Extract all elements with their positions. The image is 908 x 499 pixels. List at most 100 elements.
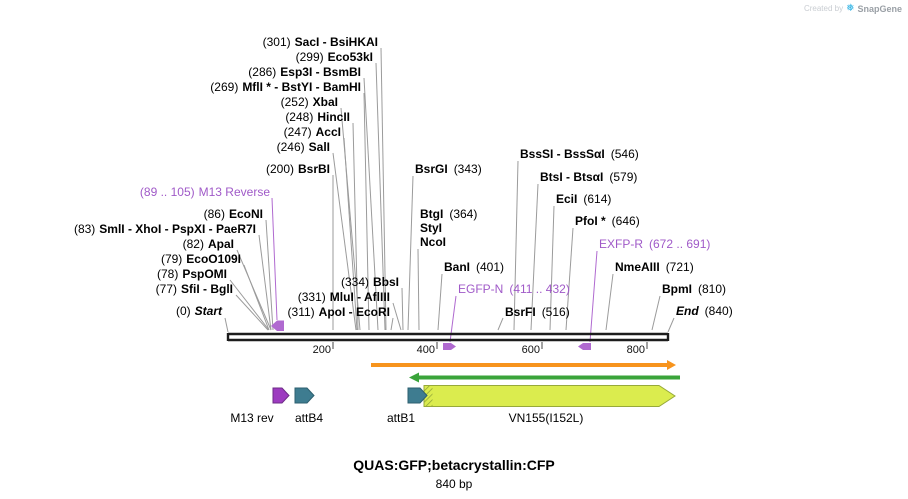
m13-reverse-primer-marker[interactable] <box>271 320 284 332</box>
egfp-n-primer-marker[interactable] <box>443 343 456 350</box>
callout-sfii <box>235 294 269 331</box>
site-name: Eco53kI <box>327 50 373 64</box>
site-label-ecii[interactable]: EciI (614) <box>556 192 611 206</box>
primer-pos: (89 .. 105) <box>139 185 195 199</box>
site-label-btgi[interactable]: BtgI (364) <box>420 207 477 221</box>
vn155-truncation-hatch <box>424 386 433 406</box>
site-name: BtgI <box>420 207 444 221</box>
site-name: NcoI <box>420 235 447 249</box>
site-pos: (516) <box>541 305 570 319</box>
primer-name: EXFP-R <box>599 237 644 251</box>
site-label-bsrbi[interactable]: (200) BsrBI <box>266 162 330 176</box>
callout-btgi-styi-ncoi <box>417 248 420 331</box>
site-label-bsssi[interactable]: BssSI - BssSαI (546) <box>520 147 639 161</box>
site-label-mfli-bstyi-bamhi[interactable]: (269) MflI * - BstYI - BamHI <box>210 80 361 94</box>
callout-smli <box>258 234 272 331</box>
primer-label-m13-reverse[interactable]: (89 .. 105) M13 Reverse <box>140 185 270 199</box>
exfp-r-primer-marker[interactable] <box>578 343 591 350</box>
primer-label-exfp-r[interactable]: EXFP-R (672 .. 691) <box>599 237 710 251</box>
site-name: MflI * - BstYI - BamHI <box>242 80 361 94</box>
site-label-apoi-ecori[interactable]: (311) ApoI - EcoRI <box>288 305 390 319</box>
site-label-bbsi[interactable]: (334) BbsI <box>341 275 399 289</box>
site-label-smli-xhoi-pspxi-paer7i[interactable]: (83) SmlI - XhoI - PspXI - PaeR7I <box>74 222 256 236</box>
callout-acci <box>343 137 358 331</box>
site-name: MluI - AflIII <box>329 290 390 304</box>
site-label-styi[interactable]: StyI <box>420 221 442 235</box>
site-label-ncoi[interactable]: NcoI <box>420 235 446 249</box>
map-end-label: End (840) <box>676 304 733 318</box>
site-pos: (286) <box>248 65 277 79</box>
site-pos: (401) <box>476 260 505 274</box>
callout-esp3i <box>363 77 379 331</box>
callout-m13-reverse <box>271 197 278 321</box>
m13-rev-arrow[interactable] <box>272 387 290 404</box>
end-name: End <box>676 304 699 318</box>
site-label-mlui-afliii[interactable]: (331) MluI - AflIII <box>298 290 390 304</box>
site-pos: (810) <box>698 282 727 296</box>
site-label-acci[interactable]: (247) AccI <box>284 125 341 139</box>
primer-pos: (672 .. 691) <box>649 237 711 251</box>
site-name: EciI <box>556 192 578 206</box>
site-label-ecoo109i[interactable]: (79) EcoO109I <box>161 252 241 266</box>
site-name: SmlI - XhoI - PspXI - PaeR7I <box>99 222 256 236</box>
orange-span-arrow[interactable] <box>371 360 676 370</box>
start-name: Start <box>194 304 222 318</box>
callout-bpmi <box>651 295 661 331</box>
site-label-bani[interactable]: BanI (401) <box>444 260 504 274</box>
feature-label-attb1[interactable]: attB1 <box>386 411 416 425</box>
green-span-arrow[interactable] <box>409 372 680 383</box>
start-pos: (0) <box>175 304 191 318</box>
primer-pos: (411 .. 432) <box>509 282 570 296</box>
site-name: AccI <box>315 125 341 139</box>
site-pos: (299) <box>295 50 324 64</box>
feature-arrows <box>272 385 676 407</box>
site-pos: (83) <box>73 222 96 236</box>
site-label-eco53ki[interactable]: (299) Eco53kI <box>296 50 373 64</box>
site-label-sali[interactable]: (246) SalI <box>277 140 330 154</box>
site-pos: (614) <box>583 192 612 206</box>
site-label-nmeaiii[interactable]: NmeAIII (721) <box>615 260 694 274</box>
ruler-label-200: 200 <box>312 344 331 356</box>
site-label-pfoi[interactable]: PfoI * (646) <box>575 214 640 228</box>
site-label-xbai[interactable]: (252) XbaI <box>281 95 338 109</box>
site-name: BtsI - BtsαI <box>540 170 604 184</box>
site-pos: (269) <box>210 80 239 94</box>
attb1-arrow[interactable] <box>407 387 428 404</box>
feature-label-vn155[interactable]: VN155(I152L) <box>508 411 584 425</box>
callout-bsssi <box>513 160 519 331</box>
site-name: Esp3I - BsmBI <box>280 65 361 79</box>
site-label-bsrfi[interactable]: BsrFI (516) <box>505 305 570 319</box>
snapgene-logo-icon: ❅ <box>846 3 855 14</box>
site-label-btsi[interactable]: BtsI - BtsαI (579) <box>540 170 637 184</box>
feature-label-m13-rev[interactable]: M13 rev <box>230 411 274 425</box>
site-pos: (86) <box>203 207 225 221</box>
vn155-cds-arrow[interactable] <box>423 385 676 407</box>
feature-label-attb4[interactable]: attB4 <box>294 411 324 425</box>
callout-eco53ki <box>375 62 386 331</box>
site-name: EcoNI <box>228 207 263 221</box>
site-label-bsrgi[interactable]: BsrGI (343) <box>415 162 482 176</box>
site-name: SfiI - BglI <box>181 282 233 296</box>
site-label-esp3i-bsmbi[interactable]: (286) Esp3I - BsmBI <box>248 65 361 79</box>
callout-end <box>667 317 675 333</box>
site-label-hincii[interactable]: (248) HincII <box>285 110 350 124</box>
attb4-arrow[interactable] <box>294 387 315 404</box>
ruler-ticks <box>332 342 648 349</box>
site-label-saci-bsihkai[interactable]: (301) SacI - BsiHKAI <box>263 35 378 49</box>
primer-label-egfp-n[interactable]: EGFP-N (411 .. 432) <box>458 282 570 296</box>
footer: QUAS:GFP;betacrystallin:CFP 840 bp <box>0 457 908 491</box>
site-name: StyI <box>420 221 443 235</box>
watermark-created-by: Created by <box>803 4 844 13</box>
callout-saci <box>380 47 387 331</box>
callout-pspomi <box>229 279 270 331</box>
site-name: SalI <box>308 140 330 154</box>
site-label-sfii-bgli[interactable]: (77) SfiI - BglI <box>156 282 233 296</box>
site-label-econi[interactable]: (86) EcoNI <box>204 207 263 221</box>
site-pos: (79) <box>160 252 183 266</box>
site-label-pspomi[interactable]: (78) PspOMI <box>157 267 227 281</box>
site-label-bpmi[interactable]: BpmI (810) <box>662 282 726 296</box>
sequence-backbone[interactable] <box>226 332 670 342</box>
site-pos: (343) <box>453 162 482 176</box>
site-label-apai[interactable]: (82) ApaI <box>183 237 234 251</box>
watermark-brand: SnapGene <box>857 3 902 14</box>
